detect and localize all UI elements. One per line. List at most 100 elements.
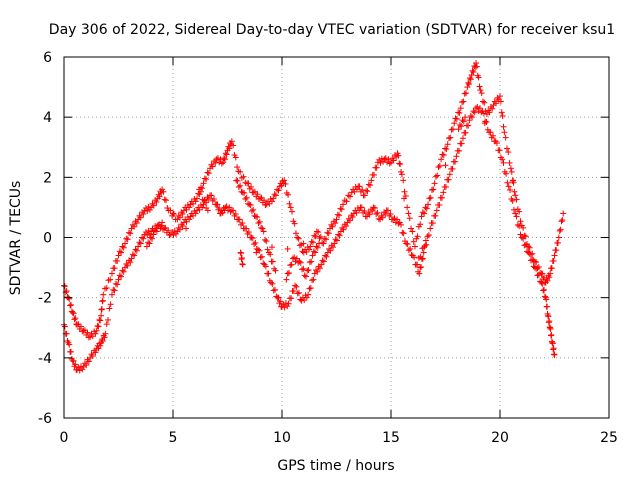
x-tick-label: 20 [491,430,509,446]
data-point [307,285,314,292]
data-point [391,215,398,222]
data-point [555,234,562,241]
data-point [237,168,244,175]
data-point [300,249,307,256]
data-point [101,334,108,341]
data-point [370,204,377,211]
data-point [208,192,215,199]
data-point [551,252,558,259]
data-point [435,164,442,171]
data-point [98,306,105,313]
data-point [405,210,412,217]
data-point [327,247,334,254]
data-point [455,126,462,133]
data-point [94,322,101,329]
data-point [386,160,393,167]
data-point [343,198,350,205]
data-point [272,286,279,293]
data-point [439,151,446,158]
data-point [169,229,176,236]
data-point [102,330,109,337]
data-point [66,295,73,302]
data-point [470,108,477,115]
data-point [241,189,248,196]
data-point [319,257,326,264]
data-point [398,171,405,178]
data-point [227,208,234,215]
data-point [296,242,303,249]
data-point [275,294,282,301]
data-point [311,232,318,239]
data-point [410,238,417,245]
data-point [131,223,138,230]
data-point [459,117,466,124]
data-point [214,201,221,208]
x-tick-label: 15 [382,430,400,446]
data-point [539,280,546,287]
data-point [135,243,142,250]
data-point [76,367,83,374]
x-tick-label: 10 [273,430,291,446]
data-point [97,317,104,324]
data-point [373,164,380,171]
data-point [496,147,503,154]
data-point [358,204,365,211]
data-point [470,69,477,76]
data-point [218,160,225,167]
data-point [275,187,282,194]
data-point [147,234,154,241]
data-point [285,269,292,276]
data-point [521,242,528,249]
data-point [108,270,115,277]
data-point [481,120,488,127]
data-point [481,99,488,106]
data-point [422,237,429,244]
data-point [507,186,514,193]
data-point [445,135,452,142]
data-point [526,250,533,257]
data-point [474,103,481,110]
data-point [516,208,523,215]
data-point [183,225,190,232]
data-point [505,183,512,190]
data-point [98,312,105,319]
data-point [209,163,216,170]
data-point [118,249,125,256]
data-point [200,180,207,187]
data-point [387,211,394,218]
data-point [288,261,295,268]
data-point [556,227,563,234]
data-point [505,149,512,156]
data-point [467,112,474,119]
data-point [140,211,147,218]
data-point [460,118,467,125]
data-point [142,205,149,212]
data-point [281,177,288,184]
data-point [193,207,200,214]
data-point [498,109,505,116]
data-point [259,225,266,232]
data-point [439,194,446,201]
data-point [292,282,299,289]
data-point [235,183,242,190]
data-point [85,334,92,341]
data-point [452,158,459,165]
data-point [192,198,199,205]
data-point [99,337,106,344]
data-point [369,208,376,215]
data-point [244,200,251,207]
data-point [128,255,135,262]
data-point [449,165,456,172]
data-point [546,274,553,281]
data-point [448,126,455,133]
data-point [124,262,131,269]
data-point [458,123,465,130]
data-point [205,170,212,177]
data-point [260,228,267,235]
data-point [373,211,380,218]
data-point [442,183,449,190]
data-point [336,232,343,239]
y-tick-label: 6 [43,50,52,66]
data-point [277,298,284,305]
data-point [310,276,317,283]
